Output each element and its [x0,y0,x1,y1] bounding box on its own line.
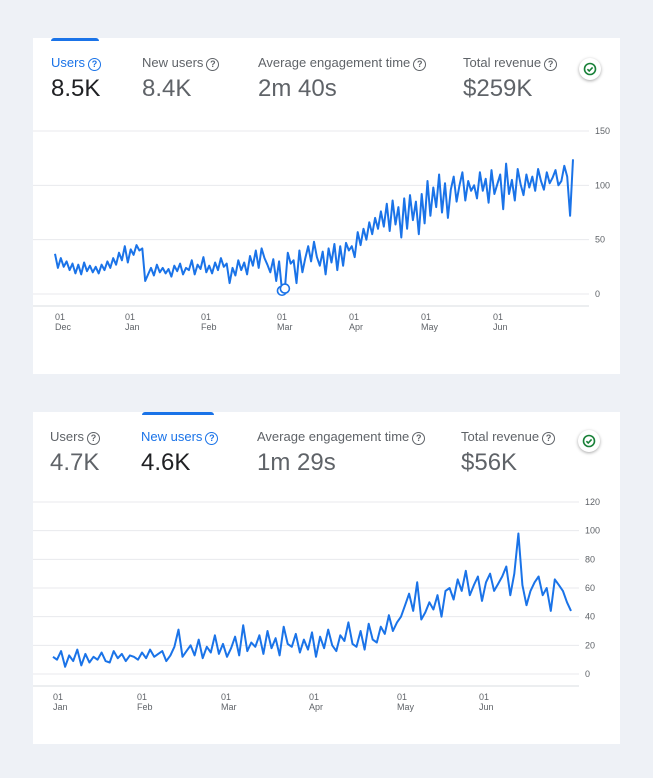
metric-tab-total-revenue[interactable]: Total revenue? $56K [461,429,556,477]
x-tick-month: Jun [479,702,494,712]
x-tick-day: 01 [421,312,431,322]
x-tick-month: Jan [53,702,68,712]
help-icon[interactable]: ? [206,58,220,71]
y-tick-label: 20 [585,640,595,650]
x-tick-month: Mar [221,702,237,712]
y-tick-label: 100 [595,180,610,190]
x-tick-month: Jun [493,322,508,332]
help-icon[interactable]: ? [413,58,427,71]
x-tick-month: May [397,702,415,712]
x-tick-month: Apr [309,702,323,712]
check-circle-icon [583,62,597,76]
x-tick-day: 01 [493,312,503,322]
metric-label: Users [50,429,84,444]
check-status-button[interactable] [579,58,601,80]
metric-tab-users[interactable]: Users? 8.5K [51,55,101,103]
metric-tab-new-users[interactable]: New users? 8.4K [142,55,220,103]
metric-tab-total-revenue[interactable]: Total revenue? $259K [463,55,558,103]
help-icon[interactable]: ? [87,58,101,71]
new-users-line-chart: 12010080604020001Jan01Feb01Mar01Apr01May… [33,497,600,712]
metric-value: 1m 29s [257,449,336,476]
x-tick-day: 01 [277,312,287,322]
x-tick-month: Jan [125,322,140,332]
metric-tab-average-engagement-time[interactable]: Average engagement time? 2m 40s [258,55,427,103]
metric-value: 8.4K [142,75,192,102]
check-status-button[interactable] [578,430,600,452]
x-tick-day: 01 [125,312,135,322]
y-tick-label: 0 [595,289,600,299]
y-tick-label: 60 [585,583,595,593]
help-icon[interactable]: ? [86,432,100,445]
x-tick-day: 01 [201,312,211,322]
y-tick-label: 100 [585,526,600,536]
x-tick-day: 01 [349,312,359,322]
x-tick-day: 01 [55,312,65,322]
metric-value: 4.6K [141,449,191,476]
users-overview-card: Users? 8.5K New users? 8.4K Average enga… [33,38,620,374]
series-line[interactable] [54,159,574,292]
anomaly-marker[interactable] [279,283,291,294]
help-icon[interactable]: ? [205,432,219,445]
help-icon[interactable]: ? [412,432,426,445]
active-tab-indicator [142,412,214,415]
help-icon[interactable]: ? [544,58,558,71]
x-tick-month: Apr [349,322,363,332]
x-tick-month: Mar [277,322,293,332]
metric-label: Average engagement time [257,429,410,444]
metric-tab-users[interactable]: Users? 4.7K [50,429,100,477]
check-circle-icon [582,434,596,448]
y-tick-label: 40 [585,612,595,622]
y-tick-label: 80 [585,554,595,564]
x-tick-day: 01 [397,692,407,702]
users-line-chart: 15010050001Dec01Jan01Feb01Mar01Apr01May0… [33,126,610,332]
metric-value: 8.5K [51,75,101,102]
x-tick-day: 01 [221,692,231,702]
metric-tab-new-users[interactable]: New users? 4.6K [141,429,219,477]
y-tick-label: 0 [585,669,590,679]
series-line[interactable] [52,532,572,668]
metric-label: Average engagement time [258,55,411,70]
help-icon[interactable]: ? [542,432,556,445]
y-tick-label: 120 [585,497,600,507]
x-tick-month: Dec [55,322,72,332]
metric-tab-average-engagement-time[interactable]: Average engagement time? 1m 29s [257,429,426,477]
metric-label: Users [51,55,85,70]
metric-label: Total revenue [463,55,542,70]
metric-value: 2m 40s [258,75,337,102]
new-users-overview-card: Users? 4.7K New users? 4.6K Average enga… [33,412,620,744]
x-tick-day: 01 [479,692,489,702]
y-tick-label: 150 [595,126,610,136]
x-tick-month: Feb [137,702,153,712]
metric-value: 4.7K [50,449,100,476]
metric-label: Total revenue [461,429,540,444]
metric-value: $259K [463,75,533,102]
x-tick-day: 01 [53,692,63,702]
active-tab-indicator [51,38,99,41]
metric-value: $56K [461,449,518,476]
x-tick-month: May [421,322,439,332]
y-tick-label: 50 [595,235,605,245]
x-tick-month: Feb [201,322,217,332]
x-tick-day: 01 [137,692,147,702]
metric-label: New users [142,55,204,70]
metric-label: New users [141,429,203,444]
x-tick-day: 01 [309,692,319,702]
